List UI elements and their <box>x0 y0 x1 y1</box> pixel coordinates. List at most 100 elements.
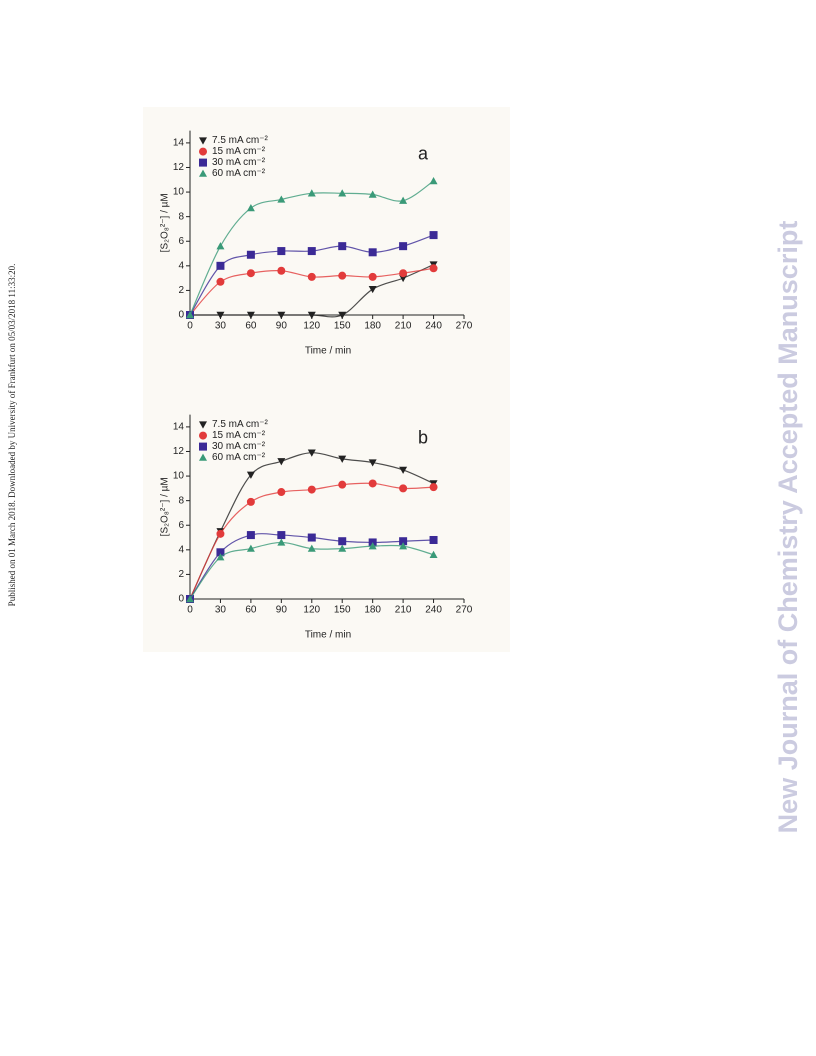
x-tick-label: 270 <box>456 605 473 616</box>
data-point <box>307 247 316 256</box>
data-point <box>338 455 347 463</box>
data-point <box>246 544 255 552</box>
data-point <box>399 484 408 493</box>
data-point <box>277 488 286 497</box>
x-tick-label: 270 <box>456 321 473 332</box>
y-tick-label: 8 <box>178 495 184 506</box>
legend-marker <box>199 442 207 451</box>
data-point <box>338 537 347 546</box>
data-point <box>307 311 316 319</box>
x-tick-label: 60 <box>245 605 257 616</box>
y-tick-label: 6 <box>178 520 184 531</box>
x-tick-label: 60 <box>245 321 257 332</box>
x-tick-label: 180 <box>364 321 381 332</box>
data-point <box>399 542 408 550</box>
x-tick-label: 240 <box>425 605 442 616</box>
data-point <box>307 272 316 281</box>
y-tick-label: 12 <box>173 446 185 457</box>
data-point <box>399 269 408 278</box>
x-tick-label: 180 <box>364 605 381 616</box>
data-point <box>246 269 255 278</box>
legend-label: 7.5 mA cm⁻² <box>212 419 269 430</box>
x-axis-label: Time / min <box>305 630 351 641</box>
x-tick-label: 90 <box>276 321 288 332</box>
data-point <box>186 595 194 603</box>
data-point <box>246 497 255 506</box>
y-tick-label: 0 <box>178 310 184 321</box>
x-tick-label: 150 <box>334 321 351 332</box>
legend-label: 15 mA cm⁻² <box>212 430 266 441</box>
x-tick-label: 90 <box>276 605 288 616</box>
data-point <box>368 285 377 294</box>
y-tick-label: 0 <box>178 594 184 605</box>
data-point <box>246 531 255 540</box>
y-tick-label: 4 <box>178 260 184 271</box>
y-axis-label: [S₂O₈²⁻] / µM <box>160 193 171 252</box>
legend-label: 30 mA cm⁻² <box>212 441 266 452</box>
data-point <box>368 479 377 488</box>
data-point <box>277 195 286 203</box>
data-point <box>368 542 377 550</box>
legend-marker <box>199 453 207 461</box>
data-point <box>368 248 377 257</box>
data-point <box>338 271 347 280</box>
data-point <box>399 242 408 251</box>
legend-marker <box>199 147 207 156</box>
data-point <box>399 196 408 204</box>
x-tick-label: 0 <box>187 605 193 616</box>
data-point <box>246 204 255 212</box>
data-point <box>429 177 438 185</box>
legend-marker <box>199 169 207 177</box>
y-tick-label: 2 <box>178 569 184 580</box>
x-tick-label: 120 <box>303 605 320 616</box>
data-point <box>216 261 225 270</box>
data-point <box>307 533 316 542</box>
data-point <box>216 553 225 561</box>
y-tick-label: 10 <box>173 187 185 198</box>
x-tick-label: 240 <box>425 321 442 332</box>
data-point <box>338 311 347 319</box>
y-axis-label: [S₂O₈²⁻] / µM <box>160 477 171 536</box>
x-tick-label: 120 <box>303 321 320 332</box>
watermark: New Journal of Chemistry Accepted Manusc… <box>773 221 803 834</box>
data-point <box>277 266 286 275</box>
panel-label: a <box>418 143 429 163</box>
x-tick-label: 30 <box>215 605 227 616</box>
x-axis-label: Time / min <box>305 346 351 357</box>
x-tick-label: 150 <box>334 605 351 616</box>
data-point <box>216 277 225 286</box>
data-point <box>338 480 347 489</box>
data-point <box>399 466 408 474</box>
figure-background <box>143 107 510 652</box>
data-point <box>216 548 225 557</box>
legend-label: 60 mA cm⁻² <box>212 452 266 463</box>
data-point <box>399 274 408 283</box>
legend-label: 7.5 mA cm⁻² <box>212 135 269 146</box>
x-tick-label: 210 <box>395 321 412 332</box>
data-point <box>277 531 286 540</box>
x-tick-label: 30 <box>215 321 227 332</box>
data-point <box>368 459 377 467</box>
data-point <box>307 189 316 197</box>
data-point <box>338 242 347 251</box>
data-point <box>216 242 225 250</box>
data-point <box>216 311 225 319</box>
data-point <box>368 272 377 281</box>
data-point <box>368 190 377 198</box>
y-tick-label: 14 <box>173 138 185 149</box>
data-point <box>307 449 316 457</box>
y-tick-label: 12 <box>173 162 185 173</box>
y-tick-label: 14 <box>173 422 185 433</box>
data-point <box>277 311 286 319</box>
y-tick-label: 8 <box>178 211 184 222</box>
data-point <box>246 250 255 259</box>
data-point <box>429 231 438 240</box>
legend-marker <box>199 421 207 429</box>
side-note: Published on 01 March 2018. Downloaded b… <box>7 264 17 607</box>
x-tick-label: 0 <box>187 321 193 332</box>
panel-label: b <box>418 427 428 447</box>
data-point <box>277 247 286 256</box>
data-point <box>429 264 438 273</box>
